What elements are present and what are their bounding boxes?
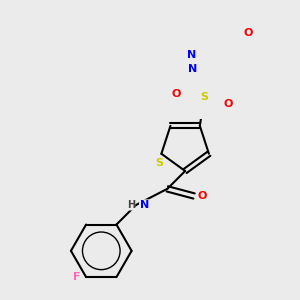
Text: S: S: [156, 158, 164, 168]
Text: O: O: [197, 191, 207, 201]
Text: N: N: [188, 64, 197, 74]
Text: N: N: [140, 200, 149, 210]
Text: F: F: [74, 272, 81, 282]
Text: H: H: [127, 200, 135, 210]
Text: N: N: [187, 50, 196, 60]
Text: O: O: [244, 28, 253, 38]
Text: O: O: [224, 99, 233, 110]
Text: O: O: [172, 89, 181, 99]
Text: S: S: [200, 92, 208, 102]
